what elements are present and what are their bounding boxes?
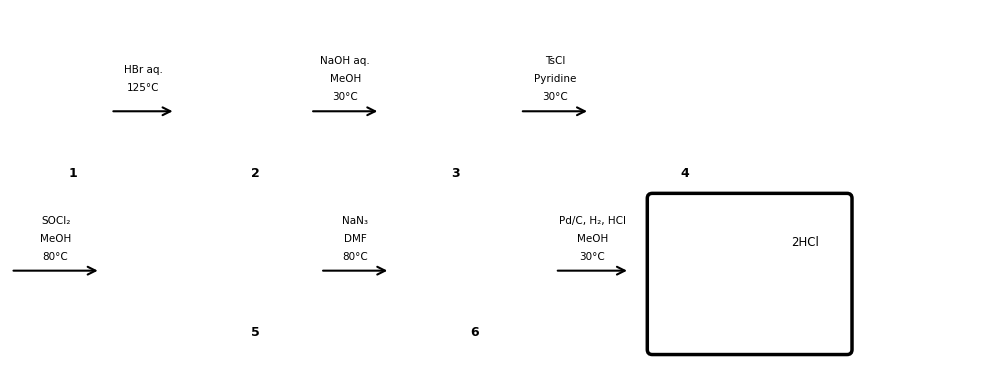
- Text: Pd/C, H₂, HCl: Pd/C, H₂, HCl: [559, 216, 626, 226]
- Text: 2HCl: 2HCl: [791, 236, 819, 249]
- Text: 5: 5: [251, 326, 260, 339]
- Text: DMF: DMF: [344, 234, 367, 244]
- Text: 30°C: 30°C: [579, 252, 605, 262]
- Text: Pyridine: Pyridine: [534, 74, 576, 85]
- Text: 3: 3: [451, 167, 459, 180]
- Text: 4: 4: [680, 167, 689, 180]
- Text: 6: 6: [471, 326, 479, 339]
- Text: 30°C: 30°C: [542, 92, 568, 102]
- Text: NaOH aq.: NaOH aq.: [320, 56, 370, 67]
- Text: MeOH: MeOH: [330, 74, 361, 85]
- Text: NaN₃: NaN₃: [342, 216, 368, 226]
- Text: 80°C: 80°C: [43, 252, 68, 262]
- FancyBboxPatch shape: [647, 193, 852, 355]
- Text: 30°C: 30°C: [332, 92, 358, 102]
- Text: 1: 1: [68, 167, 77, 180]
- Text: MeOH: MeOH: [577, 234, 608, 244]
- Text: TsCl: TsCl: [545, 56, 565, 67]
- Text: SOCl₂: SOCl₂: [41, 216, 70, 226]
- Text: MeOH: MeOH: [40, 234, 71, 244]
- Text: 125°C: 125°C: [127, 83, 159, 93]
- Text: 2: 2: [251, 167, 260, 180]
- Text: HBr aq.: HBr aq.: [124, 66, 162, 75]
- Text: 80°C: 80°C: [342, 252, 368, 262]
